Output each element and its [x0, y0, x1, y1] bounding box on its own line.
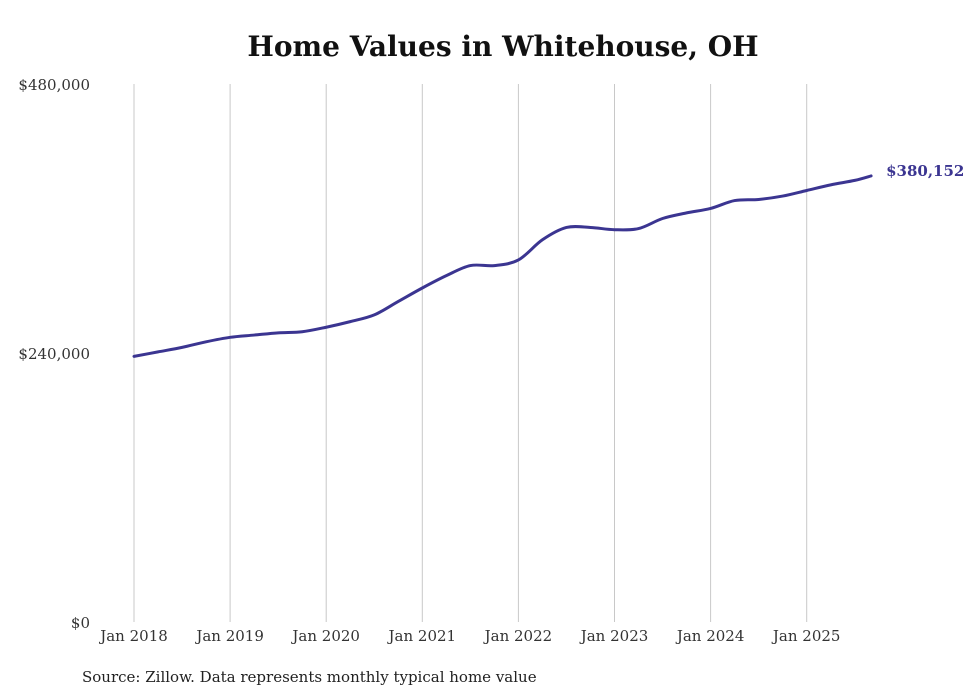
y-tick-label: $240,000	[18, 345, 90, 363]
x-tick-label: Jan 2022	[483, 627, 553, 645]
x-tick-label: Jan 2021	[387, 627, 457, 645]
x-tick-label: Jan 2020	[290, 627, 360, 645]
y-axis-ticks: $0 $240,000 $480,000	[18, 76, 90, 632]
x-axis-ticks: Jan 2018 Jan 2019 Jan 2020 Jan 2021 Jan 2022…	[98, 627, 840, 645]
source-note: Source: Zillow. Data represents monthly …	[82, 668, 537, 686]
x-tick-label: Jan 2025	[771, 627, 841, 645]
x-tick-label: Jan 2024	[675, 627, 745, 645]
series-line-home-value	[132, 174, 873, 358]
y-tick-label: $0	[71, 614, 90, 632]
y-tick-label: $480,000	[18, 76, 90, 94]
chart-title: Home Values in Whitehouse, OH	[247, 30, 759, 63]
x-tick-label: Jan 2018	[98, 627, 168, 645]
grid-lines	[133, 84, 808, 622]
end-value-label: $380,152	[886, 162, 964, 180]
x-tick-label: Jan 2023	[579, 627, 649, 645]
x-tick-label: Jan 2019	[194, 627, 264, 645]
